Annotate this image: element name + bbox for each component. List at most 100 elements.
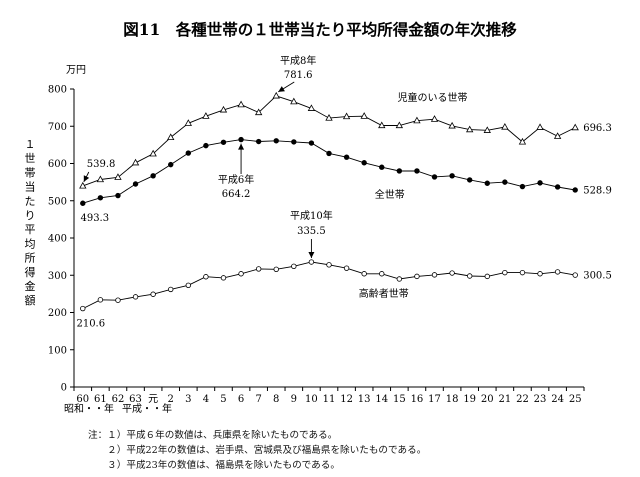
data-point [114,173,122,180]
y-tick-label: 400 [48,234,67,245]
era-label-showa: 昭和・・年 [64,402,114,415]
y-axis-title-char: 世 [25,152,36,165]
data-label-child-peak-year: 平成8年 [280,54,316,67]
data-point [466,125,474,133]
x-tick-label: 12 [340,394,353,405]
data-point [379,271,385,277]
data-point [132,181,139,187]
x-tick-label: 2 [168,394,174,405]
data-point [255,138,262,145]
x-tick-label: 16 [411,394,424,405]
y-axis-title-char: １ [25,138,36,151]
data-label-elderly-peak-value: 335.5 [297,226,326,237]
data-point [466,177,473,183]
x-tick-label: 61 [94,394,107,405]
x-tick-label: 14 [375,394,388,405]
y-axis-title-char: 所 [25,252,36,265]
data-point [238,136,244,143]
x-tick-label: 63 [129,394,142,405]
data-point [185,282,192,289]
data-point [150,291,156,297]
data-point [466,273,473,279]
data-point [184,119,192,126]
data-point [307,104,316,111]
y-tick-label: 100 [48,345,67,356]
data-point [572,187,578,193]
data-point [273,266,279,272]
x-tick-label: 9 [291,394,297,405]
data-point [484,273,490,280]
arrow-child-start-head [83,175,90,182]
data-point [537,271,543,277]
unit-label: 万円 [66,65,86,76]
data-point [379,164,385,170]
x-tick-label: 4 [203,394,209,405]
x-tick-label: 6 [238,394,244,405]
y-tick-label: 300 [48,271,67,282]
data-point [554,269,561,275]
arrow-elderly-peak-head [308,252,315,259]
data-point [449,173,455,179]
x-tick-label: 25 [569,394,582,405]
x-tick-label: 3 [185,394,191,405]
data-point [255,266,262,272]
data-point [80,200,86,206]
series-layer [79,91,579,312]
x-tick-label: 62 [112,394,125,405]
data-point [519,183,526,190]
data-point [185,150,192,156]
series-2 [80,136,578,206]
data-point [343,154,350,160]
data-label-child-end: 696.3 [583,123,612,134]
data-label-all-peak-value: 664.2 [222,189,251,200]
data-point [254,108,263,116]
data-label-elderly-start: 210.6 [76,319,105,330]
data-label-child-peak-value: 781.6 [284,70,313,81]
data-point [342,112,351,120]
data-point [149,149,157,157]
data-point [343,265,350,271]
x-tick-label: 8 [273,394,279,405]
x-tick-label: 21 [498,394,511,405]
data-point [396,276,403,282]
data-point [572,272,578,278]
y-tick-label: 200 [48,308,67,319]
data-point [431,174,438,180]
y-axis-title-char: 当 [25,180,36,194]
data-point [168,161,174,168]
figure-title: 図11 各種世帯の１世帯当たり平均所得金額の年次推移 [123,20,517,39]
data-point [325,114,333,121]
data-point [203,274,209,280]
data-point [361,271,367,277]
series-line [82,139,576,204]
y-tick-label: 800 [48,85,67,96]
data-point [150,173,156,179]
data-label-elderly-peak-year: 平成10年 [290,209,333,222]
x-tick-label: 20 [481,394,494,405]
x-tick-label: 13 [358,394,371,405]
data-point [484,180,490,186]
era-label-heisei: 平成・・年 [122,402,172,415]
data-point [97,195,104,201]
x-tick-label: 23 [534,394,547,405]
data-point [79,181,87,189]
data-point [96,175,105,183]
data-point [115,192,121,199]
data-point [326,150,332,157]
data-point [431,272,438,278]
x-tick-label: 18 [446,394,459,405]
data-point [502,269,508,276]
series-name-all: 全世帯 [375,188,405,201]
data-point [131,158,140,166]
data-label-all-end: 528.9 [583,185,612,196]
data-point [237,100,245,108]
y-tick-label: 600 [48,159,67,170]
data-point [536,123,544,130]
data-label-child-start: 539.8 [87,159,116,170]
data-point [238,271,244,277]
data-point [519,269,526,276]
series-name-child: 児童のいる世帯 [398,91,468,104]
data-point [413,116,421,124]
x-tick-label: 元 [148,394,158,405]
